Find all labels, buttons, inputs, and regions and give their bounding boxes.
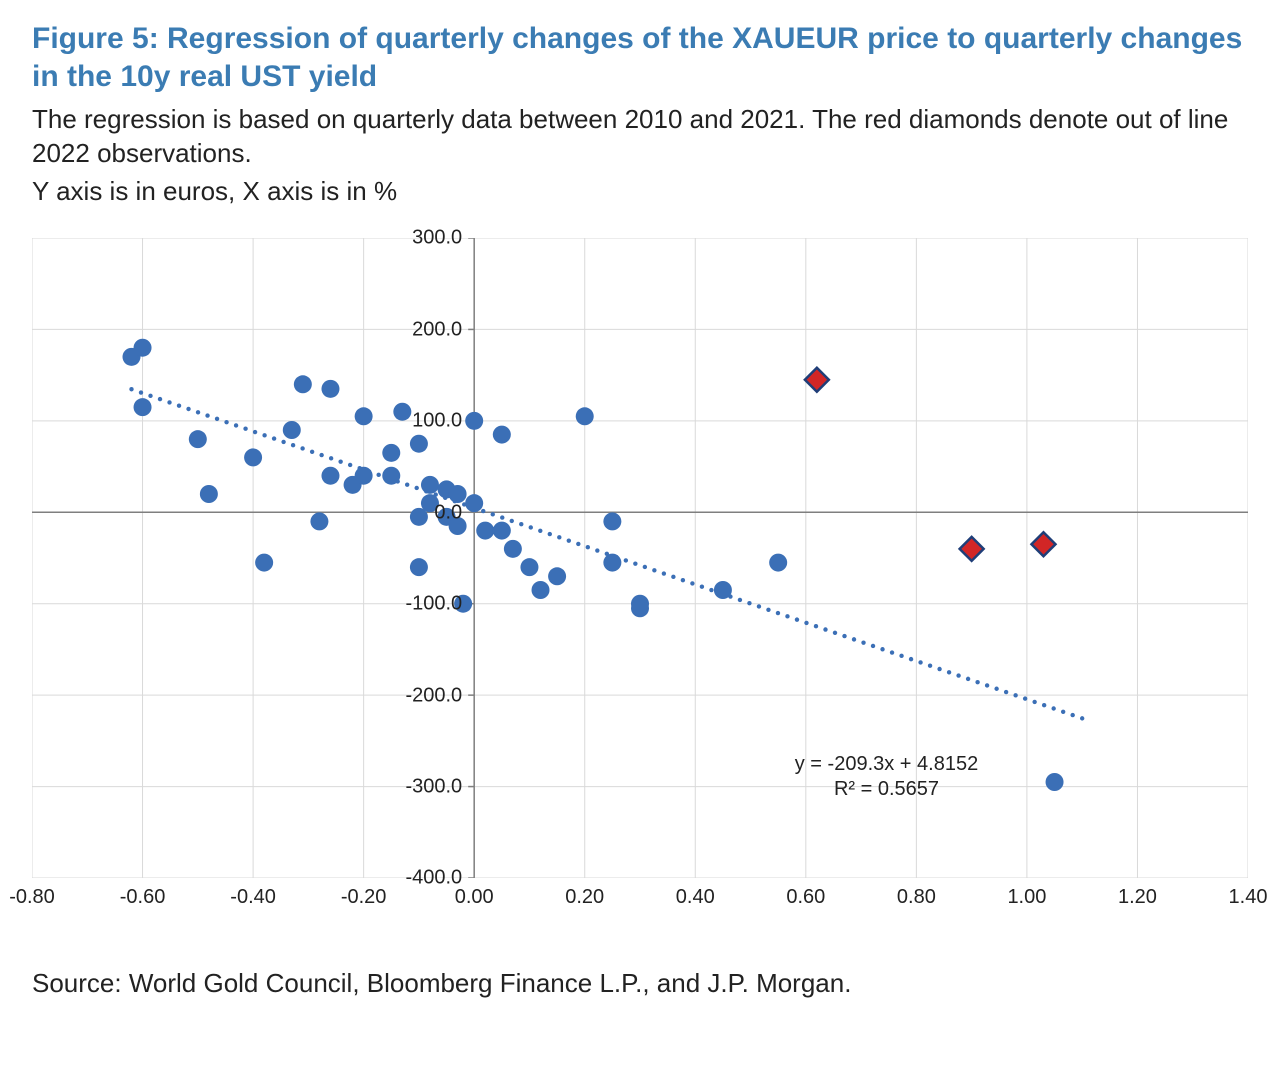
x-tick-label: 1.00 — [1007, 886, 1046, 909]
y-tick-label: 100.0 — [412, 410, 462, 433]
x-tick-label: -0.80 — [9, 886, 55, 909]
y-tick-label: -400.0 — [405, 867, 462, 890]
x-tick-label: -0.20 — [341, 886, 387, 909]
figure-title: Figure 5: Regression of quarterly change… — [32, 20, 1248, 95]
x-tick-label: -0.60 — [120, 886, 166, 909]
y-tick-label: -300.0 — [405, 775, 462, 798]
figure-subtitle-2: Y axis is in euros, X axis is in % — [32, 175, 1248, 209]
scatter-chart-svg — [32, 238, 1248, 878]
x-tick-label: 1.20 — [1118, 886, 1157, 909]
regression-equation: y = -209.3x + 4.8152R² = 0.5657 — [795, 752, 978, 802]
y-tick-label: -100.0 — [405, 593, 462, 616]
x-tick-label: 0.60 — [786, 886, 825, 909]
chart-area: -0.80-0.60-0.40-0.200.000.200.400.600.80… — [32, 238, 1248, 928]
figure-subtitle-1: The regression is based on quarterly dat… — [32, 103, 1248, 171]
figure-source: Source: World Gold Council, Bloomberg Fi… — [32, 968, 1248, 999]
y-tick-label: 300.0 — [412, 227, 462, 250]
equation-line-1: y = -209.3x + 4.8152 — [795, 752, 978, 777]
x-tick-label: 0.80 — [897, 886, 936, 909]
x-tick-label: 0.40 — [676, 886, 715, 909]
x-tick-label: -0.40 — [230, 886, 276, 909]
x-tick-label: 1.40 — [1229, 886, 1268, 909]
figure-container: Figure 5: Regression of quarterly change… — [0, 0, 1280, 1090]
y-tick-label: 0.0 — [434, 501, 462, 524]
equation-line-2: R² = 0.5657 — [795, 777, 978, 802]
y-tick-label: -200.0 — [405, 684, 462, 707]
x-tick-label: 0.20 — [565, 886, 604, 909]
y-tick-label: 200.0 — [412, 318, 462, 341]
